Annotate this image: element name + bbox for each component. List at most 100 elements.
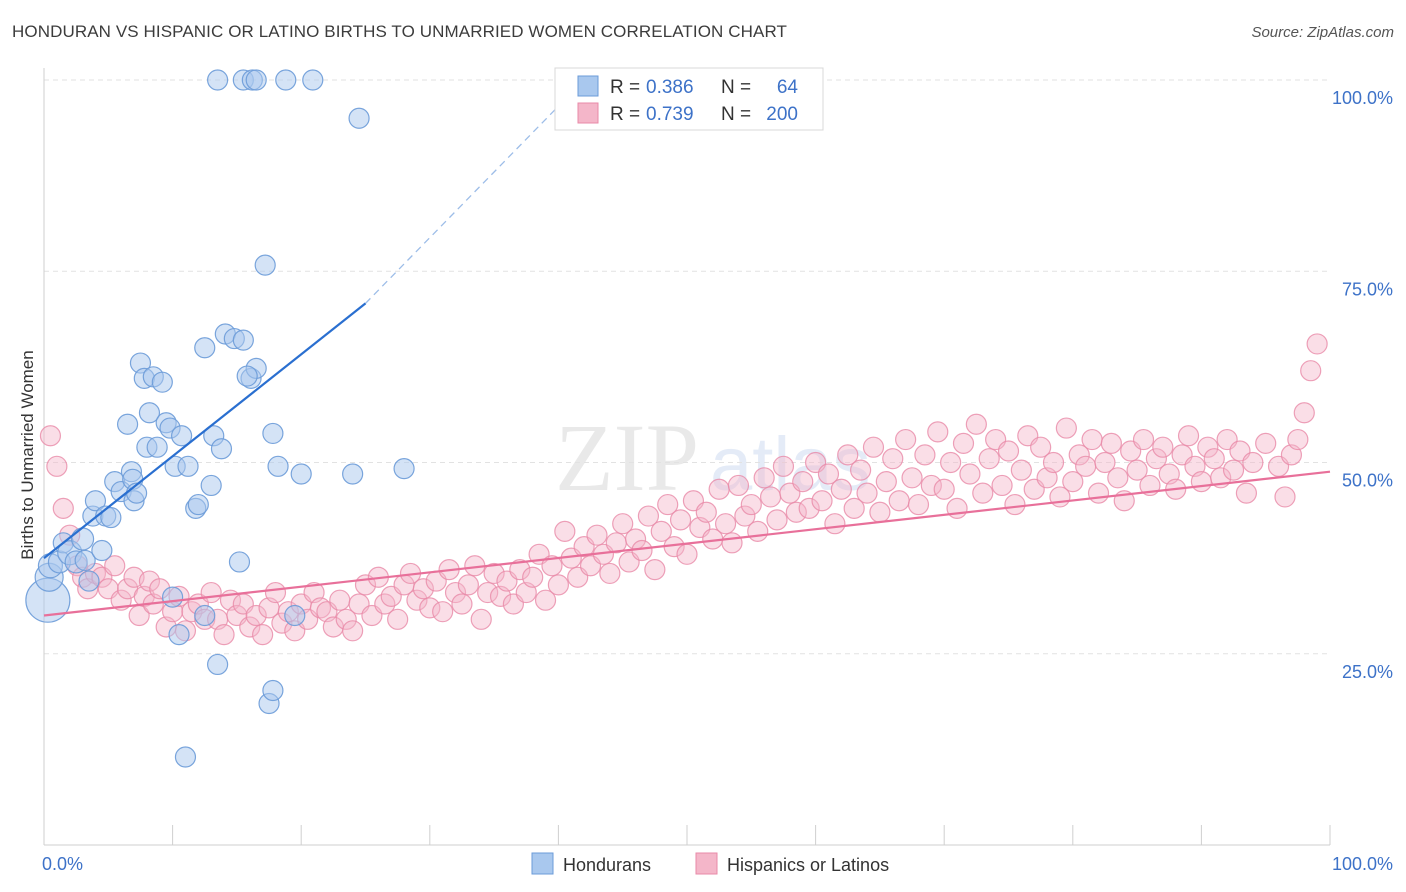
series-legend: Hondurans Hispanics or Latinos [531, 852, 889, 875]
data-point-hondurans [200, 474, 222, 497]
data-point-hispanics [554, 520, 576, 542]
data-point-hispanics [412, 578, 434, 600]
data-point-hondurans [284, 604, 306, 627]
x-tick-label: 100.0% [1332, 854, 1393, 874]
data-point-hispanics [52, 497, 74, 519]
data-point-hispanics [740, 493, 762, 516]
data-point-hispanics [669, 509, 692, 531]
data-point-hondurans [275, 69, 297, 91]
data-point-hispanics [1222, 459, 1245, 481]
series-hispanics-points [39, 333, 1328, 646]
data-point-hondurans [210, 438, 233, 460]
data-point-hondurans [138, 402, 161, 424]
data-point-hondurans [84, 490, 107, 512]
data-point-hispanics [933, 478, 955, 500]
data-point-hispanics [772, 455, 795, 477]
y-tick-label: 100.0% [1332, 88, 1393, 108]
source-credit: Source: ZipAtlas.com [1251, 24, 1394, 41]
data-point-hispanics [1300, 360, 1322, 382]
legend-r-label: R = [610, 104, 640, 125]
data-point-hondurans [74, 549, 96, 572]
data-point-hondurans [171, 425, 193, 447]
legend-r-value: 0.386 [646, 77, 694, 98]
data-point-hispanics [1010, 459, 1032, 481]
data-point-hispanics [110, 589, 132, 611]
data-point-hispanics [856, 482, 878, 504]
data-point-hispanics [997, 440, 1020, 462]
data-point-hondurans [151, 371, 173, 393]
data-point-hispanics [637, 505, 660, 527]
data-point-hispanics [920, 474, 942, 497]
data-point-hispanics [959, 463, 981, 485]
data-point-hispanics [1062, 471, 1084, 493]
trend-line-hondurans-extension [365, 79, 585, 304]
data-point-hispanics [335, 608, 357, 630]
data-point-hispanics [1203, 448, 1225, 470]
legend-n-label: N = [721, 77, 751, 98]
data-point-hispanics [837, 444, 859, 466]
trend-line-hondurans [43, 302, 367, 559]
data-point-hondurans [254, 254, 276, 276]
data-point-hispanics [612, 513, 634, 535]
legend-r-label: R = [610, 77, 640, 98]
data-point-hondurans [245, 69, 267, 91]
data-point-hondurans [302, 69, 324, 91]
data-point-hispanics [451, 593, 473, 615]
legend-r-value: 0.739 [646, 104, 694, 125]
bottom-legend-label-hispanics: Hispanics or Latinos [727, 855, 889, 875]
data-point-hispanics [483, 562, 505, 585]
data-point-hispanics [869, 501, 891, 523]
data-point-hispanics [1255, 432, 1277, 454]
data-point-hispanics [734, 505, 756, 527]
data-point-hondurans [262, 422, 284, 445]
legend-n-value: 64 [777, 77, 799, 98]
trend-line-hispanics [43, 470, 1331, 617]
data-point-hispanics [444, 581, 467, 604]
data-point-hispanics [753, 467, 775, 489]
data-point-hispanics [1107, 467, 1129, 489]
data-point-hispanics [830, 478, 852, 500]
data-point-hondurans [78, 570, 100, 592]
data-point-hispanics [1145, 448, 1167, 470]
data-point-hispanics [39, 425, 62, 447]
data-point-hondurans [207, 69, 229, 91]
y-tick-label: 75.0% [1342, 279, 1393, 299]
data-point-hispanics [766, 509, 788, 531]
data-point-hispanics [586, 524, 608, 546]
data-point-hondurans [228, 551, 251, 573]
data-point-hispanics [952, 432, 975, 454]
data-point-hondurans [146, 436, 168, 458]
data-point-hispanics [940, 451, 962, 474]
chart-title: HONDURAN VS HISPANIC OR LATINO BIRTHS TO… [12, 22, 787, 41]
data-point-hispanics [104, 555, 126, 577]
data-point-hispanics [1068, 444, 1090, 466]
data-point-hondurans [194, 337, 216, 359]
data-point-hispanics [785, 501, 807, 523]
axes [43, 68, 1331, 846]
data-point-hispanics [657, 493, 679, 516]
correlation-legend: R = 0.386 N = 64 R = 0.739 N = 200 [554, 67, 824, 131]
data-point-hispanics [644, 558, 666, 581]
data-point-hispanics [1055, 417, 1077, 439]
data-point-hispanics [470, 608, 492, 630]
data-point-hondurans [168, 624, 190, 646]
data-point-hispanics [888, 490, 910, 512]
data-point-hispanics [1197, 436, 1219, 458]
data-point-hondurans [236, 365, 258, 387]
data-point-hispanics [245, 604, 267, 627]
y-tick-label: 25.0% [1342, 662, 1393, 682]
data-point-hispanics [714, 513, 737, 535]
data-point-hispanics [252, 624, 274, 646]
data-point-hispanics [239, 616, 261, 638]
data-point-hispanics [522, 566, 544, 588]
data-point-hispanics [1004, 493, 1026, 516]
data-point-hondurans [100, 506, 122, 529]
data-point-hondurans [187, 493, 209, 516]
data-point-hispanics [792, 471, 814, 493]
data-point-hispanics [1042, 451, 1065, 474]
data-point-hispanics [547, 574, 570, 596]
data-point-hispanics [1306, 333, 1328, 355]
data-point-hispanics [309, 597, 332, 619]
data-point-hispanics [695, 501, 717, 523]
